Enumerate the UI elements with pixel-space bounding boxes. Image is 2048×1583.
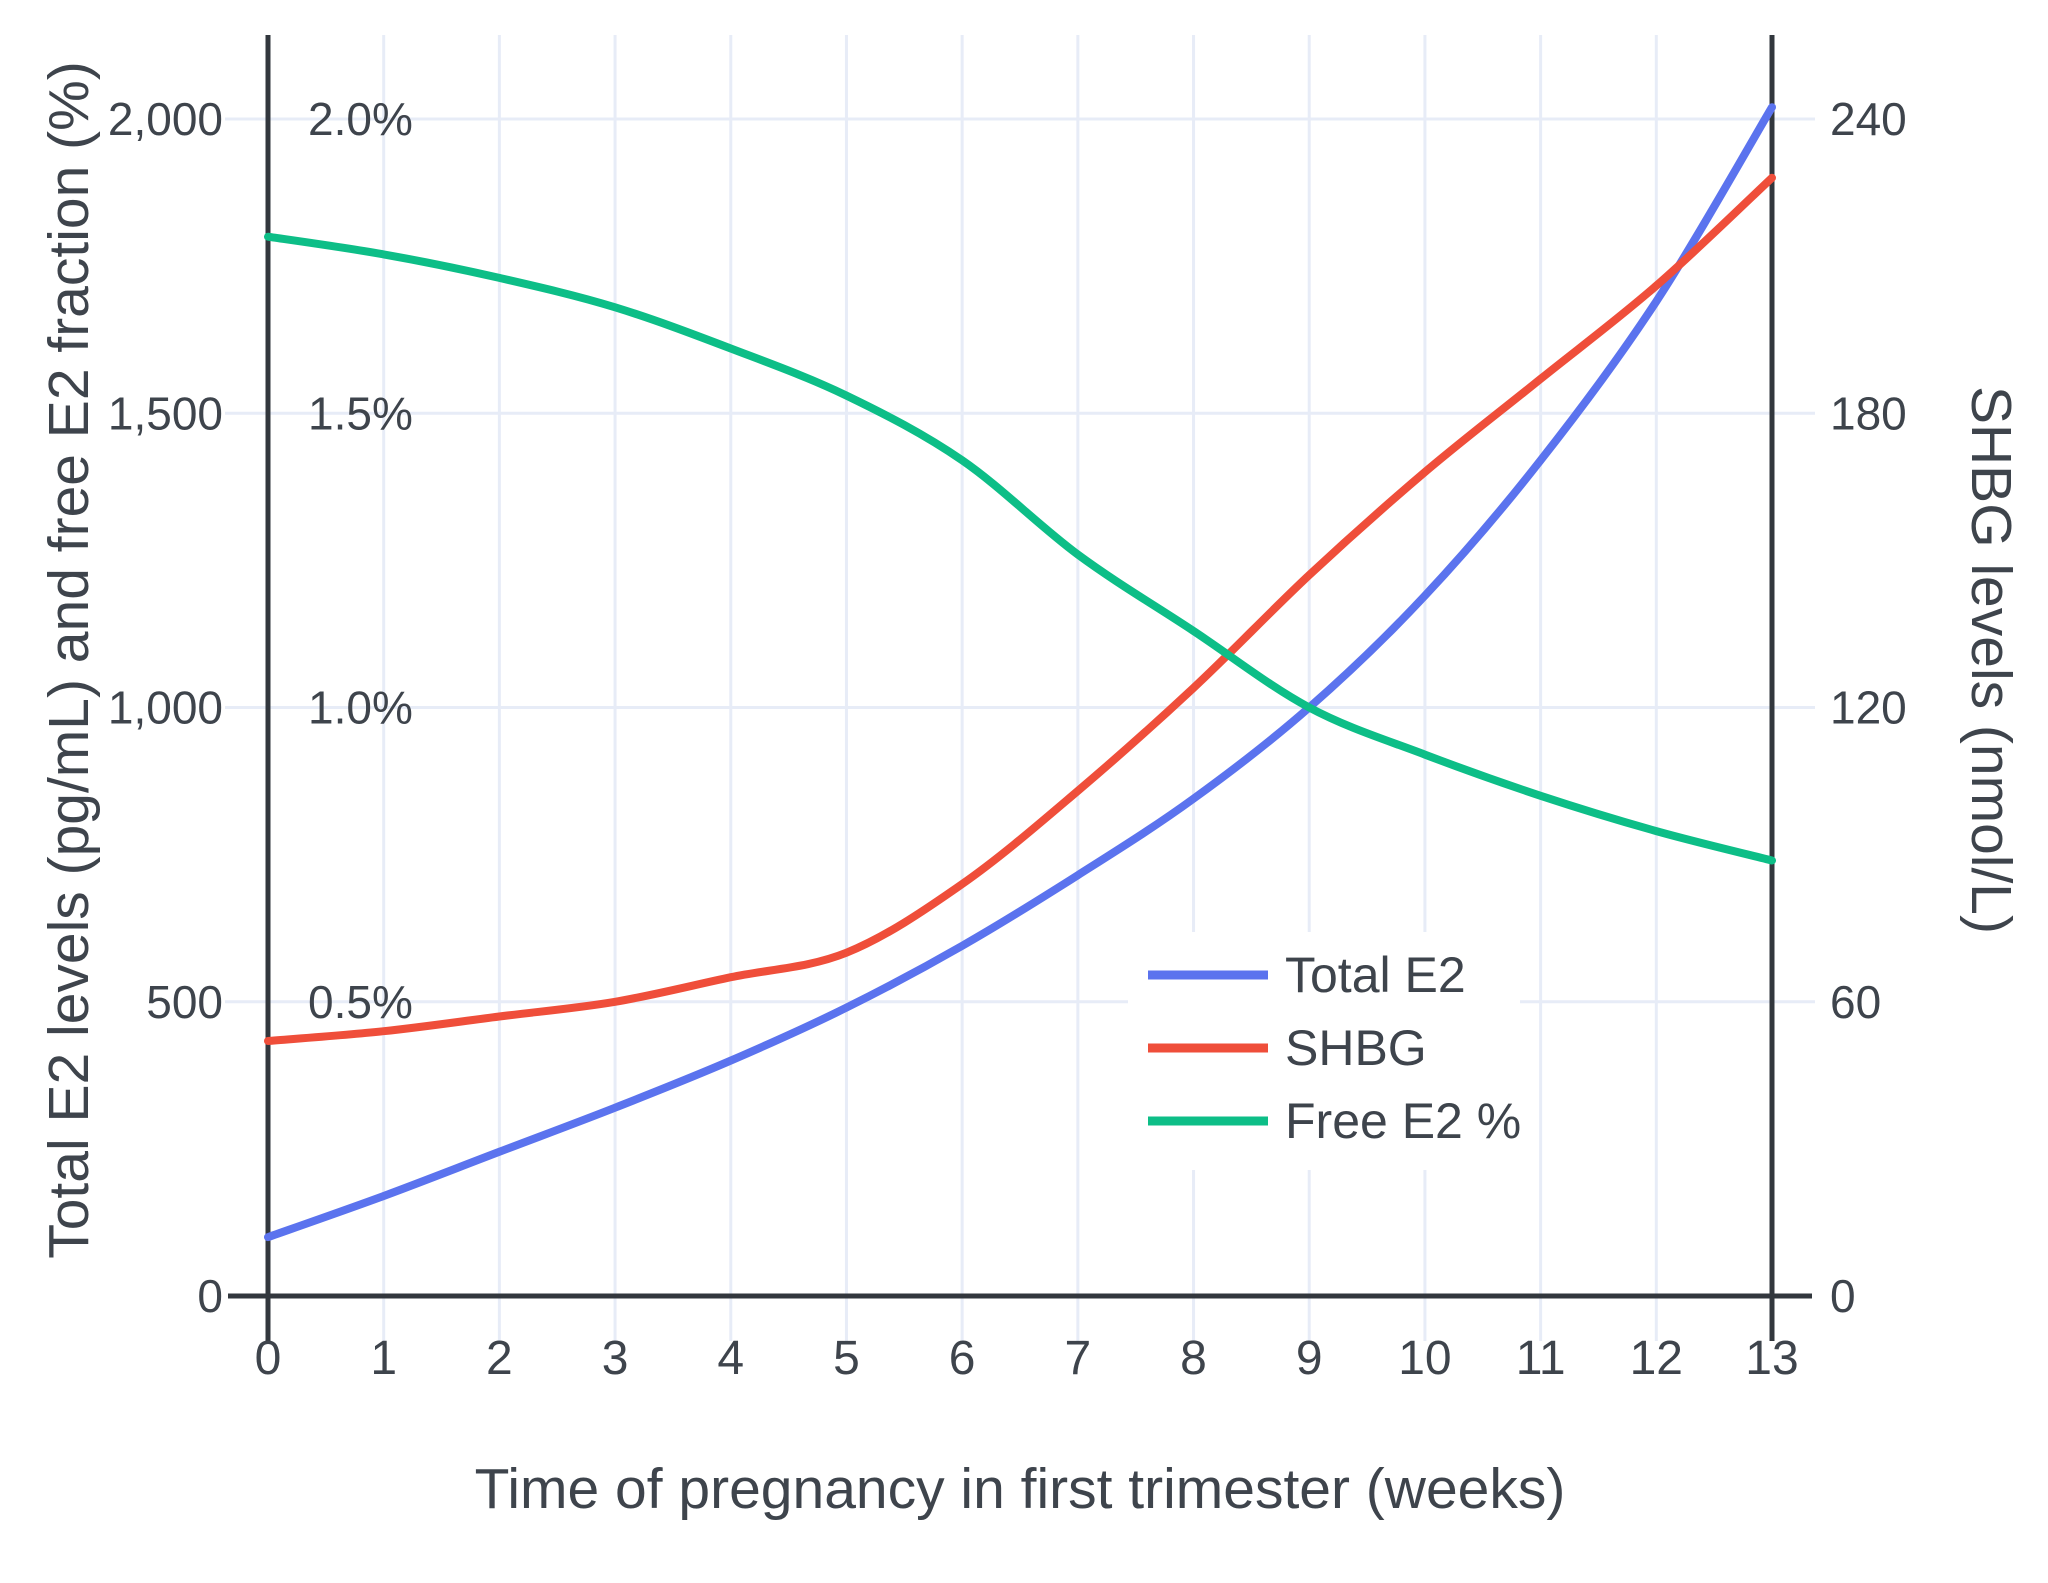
legend-item-total-e2[interactable]: Total E2: [1148, 947, 1466, 1003]
y-tick-label-right: 120: [1830, 682, 1907, 734]
y-tick-label-right: 240: [1830, 93, 1907, 145]
y-tick-label-right: 60: [1830, 976, 1881, 1028]
x-tick-label: 11: [1516, 1332, 1566, 1385]
x-tick-label: 8: [1180, 1332, 1207, 1385]
x-tick-label: 5: [833, 1332, 860, 1385]
y-tick-label-left: 0: [197, 1270, 223, 1322]
curve-shbg: [264, 173, 1776, 1045]
y-tick-label-left: 1,000: [108, 682, 223, 734]
x-axis-title: Time of pregnancy in first trimester (we…: [475, 1457, 1566, 1521]
y-axis-title-right: SHBG levels (nmol/L): [1959, 386, 2023, 934]
percent-tick-label: 1.5%: [308, 387, 413, 439]
x-tick-label: 0: [255, 1332, 282, 1385]
curve-free-e2: [264, 232, 1776, 865]
percent-tick-label: 0.5%: [308, 976, 413, 1028]
x-tick-label: 2: [486, 1332, 513, 1385]
x-tick-label: 10: [1398, 1332, 1451, 1385]
x-tick-label: 13: [1745, 1332, 1798, 1385]
percent-tick-label: 2.0%: [308, 93, 413, 145]
legend-label: SHBG: [1285, 1020, 1427, 1076]
x-tick-label: 9: [1296, 1332, 1323, 1385]
curve-total-e2: [264, 103, 1776, 1242]
tick-labels: 05001,0001,5002,0000.5%1.0%1.5%2.0%06012…: [108, 93, 1907, 1385]
y-tick-label-left: 500: [146, 976, 223, 1028]
legend-label: Free E2 %: [1285, 1093, 1521, 1149]
x-tick-label: 3: [602, 1332, 629, 1385]
x-tick-label: 7: [1064, 1332, 1091, 1385]
legend: Total E2 SHBG Free E2 %: [1128, 932, 1521, 1170]
gridlines: [225, 35, 1815, 1341]
curves: [264, 103, 1776, 1242]
legend-label: Total E2: [1285, 947, 1466, 1003]
axes: [228, 35, 1812, 1341]
legend-item-shbg[interactable]: SHBG: [1148, 1020, 1427, 1076]
percent-tick-label: 1.0%: [308, 682, 413, 734]
y-tick-label-right: 0: [1830, 1270, 1856, 1322]
legend-item-free-e2[interactable]: Free E2 %: [1148, 1093, 1521, 1149]
y-tick-label-left: 2,000: [108, 93, 223, 145]
x-tick-label: 1: [370, 1332, 397, 1385]
y-axis-title-left: Total E2 levels (pg/mL) and free E2 frac…: [37, 61, 101, 1259]
y-tick-label-right: 180: [1830, 387, 1907, 439]
x-tick-label: 4: [717, 1332, 744, 1385]
x-tick-label: 12: [1630, 1332, 1683, 1385]
x-tick-label: 6: [949, 1332, 976, 1385]
y-tick-label-left: 1,500: [108, 387, 223, 439]
